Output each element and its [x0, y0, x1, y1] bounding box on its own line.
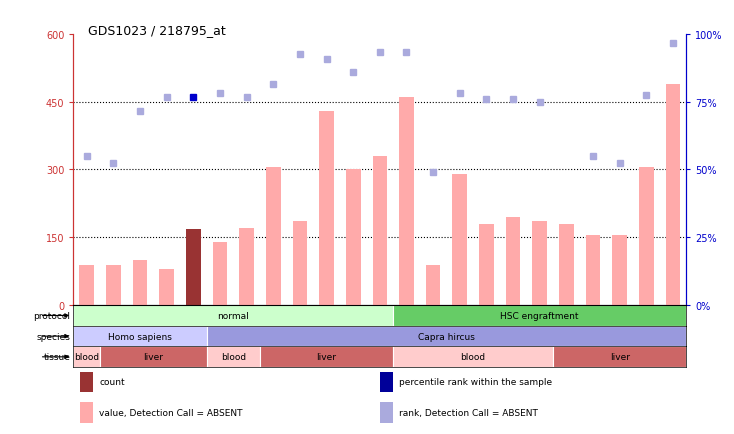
Text: blood: blood — [221, 352, 246, 362]
Bar — [266, 168, 280, 306]
Bar — [612, 236, 627, 306]
Bar — [399, 98, 414, 306]
Bar — [79, 402, 93, 423]
Bar — [532, 222, 547, 306]
Bar — [79, 372, 93, 392]
Text: liver: liver — [316, 352, 337, 362]
Bar — [260, 347, 393, 367]
Bar — [293, 222, 308, 306]
Text: HSC engraftment: HSC engraftment — [501, 311, 579, 320]
Text: value, Detection Call = ABSENT: value, Detection Call = ABSENT — [99, 408, 243, 417]
Bar — [186, 230, 200, 306]
Bar — [73, 306, 393, 326]
Bar — [559, 224, 574, 306]
Text: blood: blood — [74, 352, 99, 362]
Bar — [79, 266, 94, 306]
Text: Homo sapiens: Homo sapiens — [108, 332, 172, 341]
Bar — [133, 260, 148, 306]
Bar — [393, 306, 686, 326]
Bar — [319, 112, 334, 306]
Text: protocol: protocol — [33, 311, 70, 320]
Bar — [639, 168, 654, 306]
Bar — [586, 236, 600, 306]
Bar — [452, 174, 467, 306]
Bar — [239, 229, 254, 306]
Bar — [479, 224, 494, 306]
Bar — [73, 326, 207, 347]
Bar — [346, 170, 360, 306]
Bar — [213, 242, 228, 306]
Bar — [553, 347, 686, 367]
Bar — [73, 347, 100, 367]
Bar — [207, 326, 686, 347]
Text: Capra hircus: Capra hircus — [418, 332, 475, 341]
Text: count: count — [99, 377, 125, 386]
Text: percentile rank within the sample: percentile rank within the sample — [399, 377, 553, 386]
Text: rank, Detection Call = ABSENT: rank, Detection Call = ABSENT — [399, 408, 538, 417]
Bar — [426, 266, 440, 306]
Text: normal: normal — [217, 311, 249, 320]
Text: GDS1023 / 218795_at: GDS1023 / 218795_at — [88, 24, 226, 37]
Bar — [207, 347, 260, 367]
Bar — [666, 84, 680, 306]
Text: blood: blood — [460, 352, 486, 362]
Bar — [100, 347, 207, 367]
Text: liver: liver — [610, 352, 630, 362]
Bar — [393, 347, 553, 367]
Bar — [380, 372, 393, 392]
Text: species: species — [37, 332, 70, 341]
Bar — [380, 402, 393, 423]
Bar — [106, 266, 120, 306]
Bar — [159, 270, 174, 306]
Text: liver: liver — [143, 352, 164, 362]
Bar — [506, 217, 520, 306]
Text: tissue: tissue — [43, 352, 70, 362]
Bar — [373, 157, 387, 306]
